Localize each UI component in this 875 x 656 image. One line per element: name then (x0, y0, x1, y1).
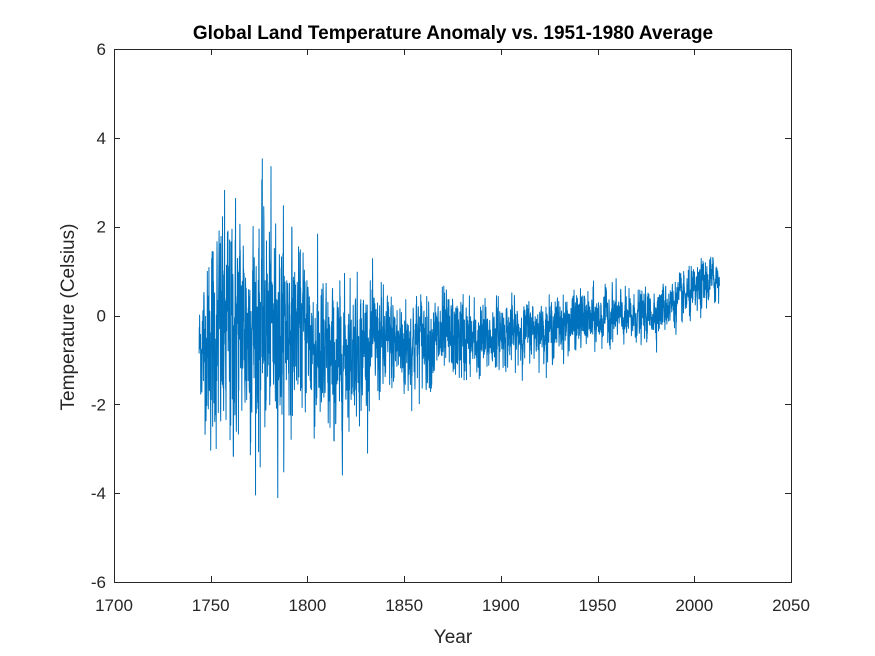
x-axis-ticks: 1700 1750 1800 1850 1900 1950 2000 2050 (95, 49, 810, 615)
temperature-anomaly-line (198, 158, 720, 499)
y-tick-label: -4 (91, 484, 106, 503)
y-axis-ticks: -6 -4 -2 0 2 4 6 (91, 40, 791, 592)
y-tick-label: 2 (97, 218, 106, 237)
y-tick-label: 4 (97, 129, 106, 148)
y-tick-label: 6 (97, 40, 106, 59)
y-tick-label: -2 (91, 395, 106, 414)
chart-title: Global Land Temperature Anomaly vs. 1951… (193, 23, 713, 44)
x-tick-label: 2050 (772, 596, 810, 615)
data-layer (198, 158, 720, 499)
x-tick-label: 1800 (289, 596, 327, 615)
y-tick-label: 0 (97, 307, 106, 326)
y-axis-label: Temperature (Celsius) (58, 224, 79, 411)
x-tick-label: 2000 (675, 596, 713, 615)
y-tick-label: -6 (91, 573, 106, 592)
x-tick-label: 1850 (385, 596, 423, 615)
x-tick-label: 1750 (192, 596, 230, 615)
x-tick-label: 1900 (482, 596, 520, 615)
x-axis-label: Year (434, 627, 473, 648)
x-tick-label: 1950 (579, 596, 617, 615)
x-tick-label: 1700 (95, 596, 133, 615)
